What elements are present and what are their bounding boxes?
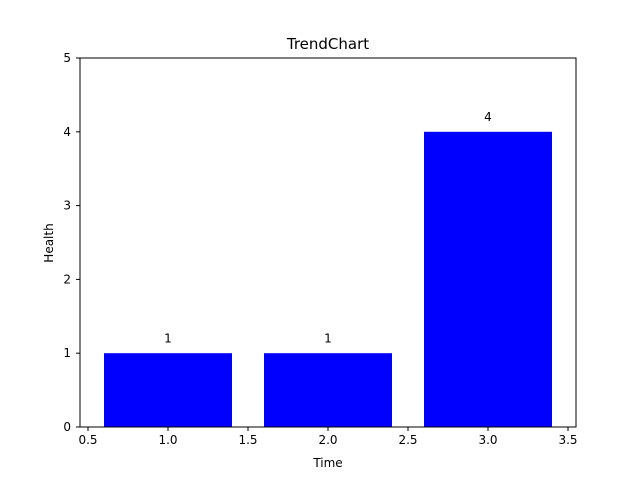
y-tick-label: 5 — [63, 51, 71, 65]
x-tick-label: 3.5 — [558, 433, 577, 447]
x-axis-ticks: 0.5 1.0 1.5 2.0 2.5 3.0 3.5 — [78, 427, 578, 447]
bar-value-label-2: 1 — [324, 331, 332, 345]
bar-2 — [264, 353, 392, 427]
x-axis-label: Time — [312, 456, 342, 470]
y-axis-label: Health — [42, 223, 56, 262]
x-tick-label: 1.5 — [238, 433, 257, 447]
bar-value-label-1: 1 — [164, 331, 172, 345]
y-tick-label: 3 — [63, 199, 71, 213]
y-tick-label: 2 — [63, 272, 71, 286]
y-axis-ticks: 0 1 2 3 4 5 — [63, 51, 80, 434]
bar-3 — [424, 131, 552, 428]
x-tick-label: 1.0 — [158, 433, 177, 447]
bar-1 — [104, 353, 232, 427]
y-tick-label: 4 — [63, 125, 71, 139]
y-tick-label: 0 — [63, 420, 71, 434]
x-tick-label: 2.0 — [318, 433, 337, 447]
data-labels-layer: 1 1 4 — [164, 110, 492, 345]
bars-layer — [104, 131, 552, 428]
chart-title: TrendChart — [286, 35, 369, 53]
x-tick-label: 2.5 — [398, 433, 417, 447]
bar-value-label-3: 4 — [484, 110, 492, 124]
y-tick-label: 1 — [63, 346, 71, 360]
x-tick-label: 0.5 — [78, 433, 97, 447]
x-tick-label: 3.0 — [478, 433, 497, 447]
